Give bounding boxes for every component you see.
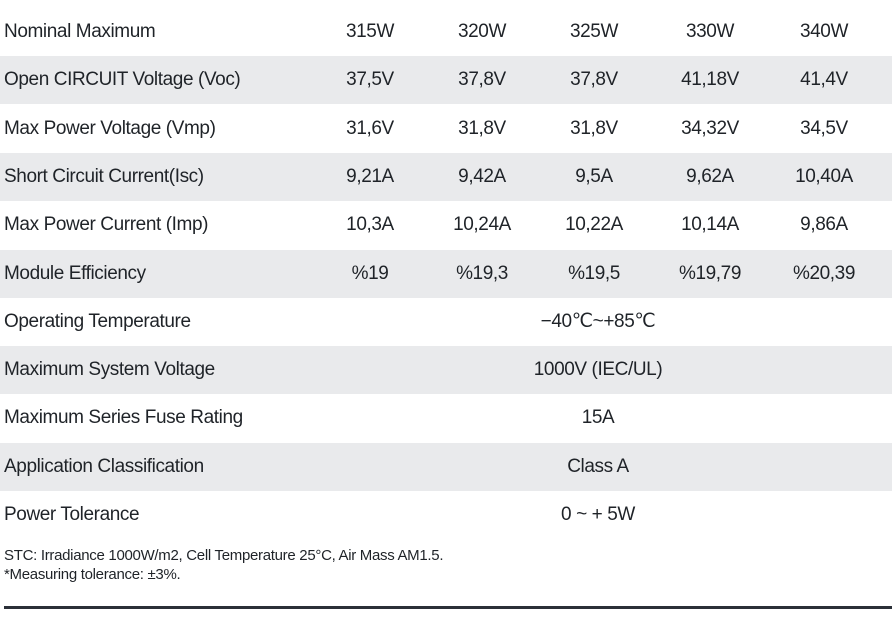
cell-value: 37,8V (458, 69, 506, 91)
cell-value: 10,3A (346, 214, 394, 236)
cell-value: %19,3 (456, 262, 508, 284)
row-label: Max Power Voltage (Vmp) (4, 117, 216, 139)
row-label: Application Classification (4, 455, 204, 477)
cell-value: 330W (685, 21, 735, 42)
cell-value: 0 ~ + 5W (561, 504, 635, 525)
table-row: Operating Temperature −40℃~+85℃ (0, 298, 892, 346)
cell-value: 315W (345, 21, 395, 42)
row-label: Short Circuit Current(Isc) (4, 165, 204, 187)
cell-value: −40℃~+85℃ (540, 310, 656, 332)
table-row: Open CIRCUIT Voltage (Voc) 37,5V 37,8V 37,8… (0, 56, 892, 105)
table-row: Power Tolerance 0 ~ + 5W (0, 491, 892, 539)
row-label: Power Tolerance (4, 504, 140, 525)
table-row: Module Efficiency %19 %19,3 %19,5 %19,79 %20,… (0, 249, 892, 298)
cell-value: Class A (567, 455, 629, 477)
footnote: STC: Irradiance 1000W/m2, Cell Temperatu… (4, 547, 444, 564)
table-row: Nominal Maximum 315W 320W 325W 330W 340W (0, 8, 892, 56)
bottom-rule (4, 606, 892, 609)
cell-value: 320W (457, 21, 507, 42)
cell-value: 10,14A (681, 214, 739, 236)
row-label: Maximum System Voltage (4, 359, 215, 381)
cell-value: 41,18V (681, 69, 739, 91)
cell-value: 9,21A (346, 165, 394, 187)
cell-value: 1000V (IEC/UL) (533, 359, 663, 381)
cell-value: 9,5A (575, 165, 613, 187)
cell-value: 37,8V (570, 69, 618, 91)
table-row: Max Power Voltage (Vmp) 31,6V 31,8V 31,8V 34… (0, 105, 892, 153)
table-row: Maximum System Voltage 1000V (IEC/UL) (0, 346, 892, 395)
row-label: Maximum Series Fuse Rating (4, 407, 243, 429)
cell-value: 10,40A (795, 165, 853, 187)
cell-value: 41,4V (800, 69, 848, 91)
cell-value: 31,8V (458, 117, 506, 139)
cell-value: %19,5 (568, 262, 620, 284)
footnote: *Measuring tolerance: ±3%. (4, 566, 181, 583)
cell-value: 31,8V (570, 117, 618, 139)
table-row: Maximum Series Fuse Rating 15A (0, 394, 892, 442)
cell-value: 9,42A (458, 165, 506, 187)
row-label: Nominal Maximum (4, 21, 156, 42)
row-label: Open CIRCUIT Voltage (Voc) (4, 69, 241, 91)
cell-value: 10,24A (453, 214, 511, 236)
table-row: Short Circuit Current(Isc) 9,21A 9,42A 9,5A… (0, 152, 892, 201)
table-row: Application Classification Class A (0, 442, 892, 491)
row-label: Operating Temperature (4, 310, 191, 332)
cell-value: 9,62A (686, 165, 734, 187)
cell-value: 37,5V (346, 69, 394, 91)
cell-value: 340W (799, 21, 849, 42)
cell-value: %20,39 (792, 262, 856, 284)
cell-value: 31,6V (346, 117, 394, 139)
cell-value: 34,5V (800, 117, 848, 139)
cell-value: 10,22A (565, 214, 623, 236)
cell-value: 15A (581, 407, 615, 429)
cell-value: 9,86A (800, 214, 848, 236)
cell-value: %19 (351, 262, 389, 284)
row-label: Max Power Current (Imp) (4, 214, 209, 236)
row-label: Module Efficiency (4, 262, 146, 284)
cell-value: 325W (569, 21, 619, 42)
cell-value: 34,32V (681, 117, 739, 139)
table-row: Max Power Current (Imp) 10,3A 10,24A 10,22A… (0, 201, 892, 249)
cell-value: %19,79 (678, 262, 742, 284)
